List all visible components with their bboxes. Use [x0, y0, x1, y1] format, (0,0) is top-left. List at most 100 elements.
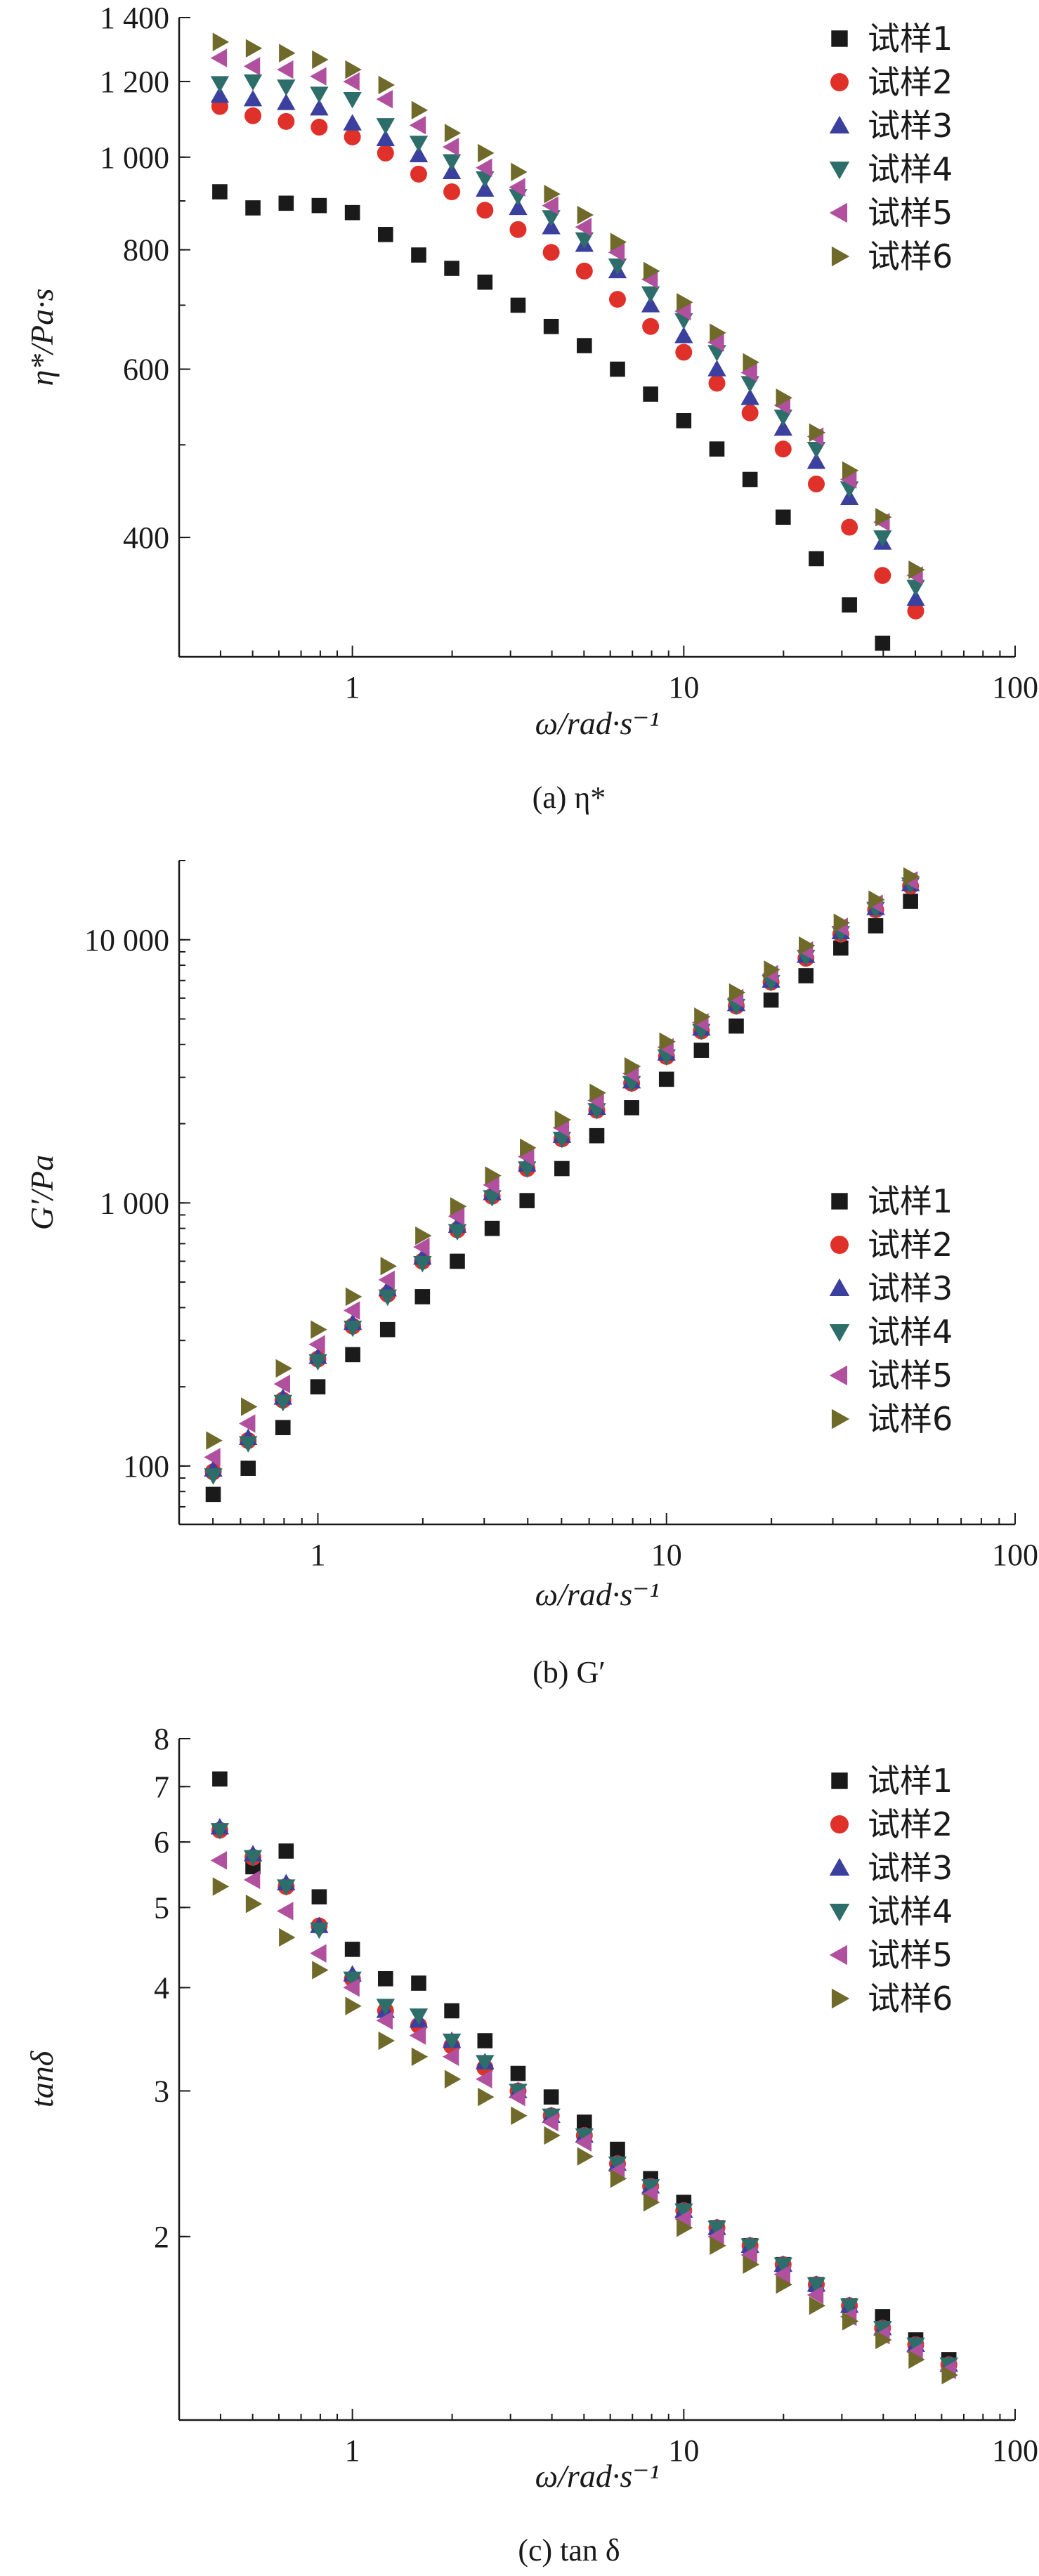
data-point	[552, 1132, 572, 1149]
data-point	[409, 2026, 426, 2045]
legend-label: 试样5	[868, 1936, 953, 1974]
legend-marker	[830, 1236, 849, 1254]
data-point	[442, 2047, 459, 2066]
legend-marker	[829, 202, 848, 223]
data-point	[450, 1197, 467, 1216]
data-point	[677, 293, 693, 312]
data-point	[244, 107, 262, 124]
data-point	[343, 92, 362, 109]
data-point	[483, 1175, 499, 1194]
legend-marker	[829, 115, 850, 134]
data-point	[608, 291, 626, 308]
data-point	[875, 2309, 891, 2325]
data-point	[707, 360, 726, 377]
data-point	[476, 158, 492, 177]
data-point	[344, 204, 360, 221]
legend-marker	[831, 246, 850, 267]
data-point	[241, 1397, 258, 1416]
data-point	[608, 2156, 627, 2173]
data-point	[312, 50, 329, 70]
data-point	[728, 1018, 744, 1034]
data-point	[210, 86, 230, 103]
data-point	[310, 1379, 326, 1394]
data-point	[776, 2275, 792, 2294]
data-point	[212, 1877, 230, 1896]
data-point	[476, 2055, 495, 2072]
data-point	[409, 136, 429, 152]
legend-marker	[830, 1815, 849, 1833]
data-point	[589, 1127, 605, 1144]
data-point	[674, 301, 691, 321]
data-point	[442, 154, 462, 171]
y-axis-title: η*/Pa·s	[24, 288, 60, 386]
data-point	[710, 323, 726, 342]
y-tick-label: 1 400	[100, 1, 169, 35]
data-point	[442, 162, 462, 180]
data-point	[204, 1448, 221, 1467]
data-point	[510, 297, 526, 313]
data-point	[903, 894, 918, 909]
data-point	[410, 165, 427, 183]
data-point	[575, 2128, 594, 2145]
data-point	[842, 2312, 859, 2331]
data-point	[476, 180, 495, 197]
data-point	[839, 2298, 859, 2315]
data-point	[376, 1999, 396, 2015]
data-point	[210, 48, 228, 67]
data-point	[806, 2285, 824, 2305]
data-point	[575, 218, 592, 237]
data-point	[443, 183, 461, 201]
panel-caption: (a) η*	[532, 780, 606, 815]
data-point	[273, 1374, 290, 1394]
data-point	[273, 1394, 292, 1412]
data-point	[624, 1057, 641, 1076]
data-point	[773, 419, 792, 436]
data-point	[842, 461, 859, 480]
data-point	[908, 2350, 925, 2369]
legend-label: 试样4	[868, 1313, 953, 1351]
data-point	[577, 2114, 592, 2130]
data-point	[206, 1431, 223, 1450]
legend-label: 试样2	[868, 1226, 953, 1264]
data-point	[444, 2003, 459, 2019]
x-tick-label: 100	[992, 2433, 1038, 2468]
x-tick-label: 1	[345, 670, 360, 705]
data-point	[906, 580, 925, 596]
legend-label: 试样5	[868, 194, 953, 232]
data-point	[409, 2008, 429, 2025]
data-point	[344, 128, 361, 145]
series-3	[210, 86, 925, 606]
series-6	[212, 1877, 958, 2385]
data-point	[643, 386, 658, 402]
data-point	[806, 441, 826, 459]
data-point	[212, 32, 230, 51]
data-point	[310, 1922, 329, 1940]
data-point	[476, 202, 494, 219]
legend-label: 试样4	[868, 150, 953, 188]
legend-label: 试样4	[868, 1892, 953, 1930]
data-point	[764, 960, 780, 979]
data-point	[842, 597, 857, 613]
data-point	[509, 221, 527, 238]
data-point	[343, 1978, 360, 1997]
series-1	[205, 894, 918, 1503]
y-tick-label: 8	[154, 1722, 169, 1756]
data-point	[477, 2033, 493, 2048]
data-point	[707, 333, 724, 352]
data-point	[610, 233, 627, 251]
data-point	[411, 2047, 429, 2066]
y-tick-label: 7	[154, 1770, 169, 1804]
data-point	[809, 551, 824, 567]
data-point	[343, 114, 362, 131]
data-point	[740, 2238, 759, 2255]
data-point	[659, 1032, 676, 1051]
data-point	[875, 508, 892, 527]
series-6	[212, 32, 925, 580]
data-point	[807, 475, 825, 492]
data-point	[763, 992, 779, 1008]
data-point	[839, 470, 857, 489]
data-point	[874, 567, 891, 584]
data-point	[741, 404, 759, 421]
data-point	[774, 440, 792, 458]
